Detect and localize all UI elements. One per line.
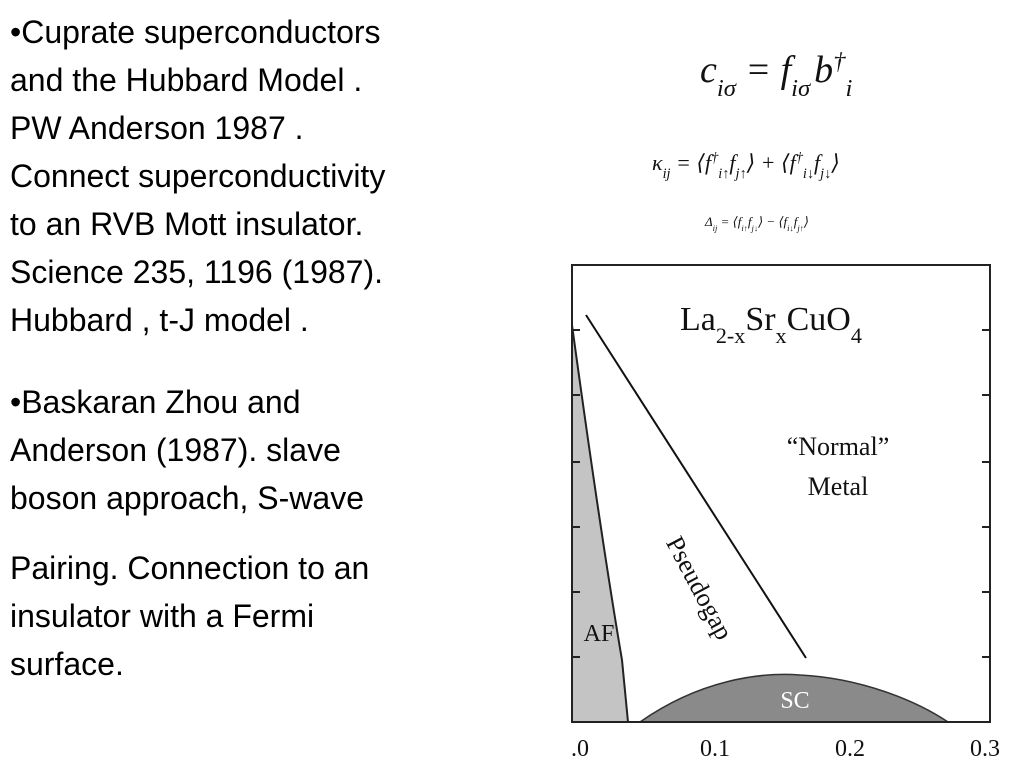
- equation: κij = ⟨f†i↑fj↑⟩ + ⟨f†i↓fj↓⟩: [652, 150, 840, 182]
- phase-diagram: La2-xSrxCuO4 “Normal” Metal Pseudogap AF…: [571, 264, 1000, 762]
- text-line: Connect superconductivity: [10, 158, 385, 194]
- eq-part: f: [814, 150, 823, 175]
- sc-dome: [637, 673, 951, 723]
- compound-label: La2-xSrxCuO4: [680, 301, 862, 348]
- eq-part: f: [794, 214, 800, 229]
- eq-part: Δ: [704, 214, 713, 229]
- eq-part: ⟩ + ⟨f: [746, 150, 799, 175]
- text-line: Hubbard , t-J model .: [10, 302, 309, 338]
- equation: ciσ = fiσ b†i: [700, 48, 853, 102]
- eq-part: ⟩: [803, 214, 809, 229]
- formula-part: Sr: [745, 301, 776, 338]
- eq-part: †: [796, 150, 804, 166]
- eq-part: = ⟨f: [671, 150, 714, 175]
- eq-part: ⟩ − ⟨f: [757, 214, 789, 229]
- eq-part: i↑: [741, 223, 748, 233]
- text-line: Pairing. Connection to an: [10, 550, 369, 586]
- x-tick-labels: .0 0.1 0.2 0.3: [571, 736, 1000, 762]
- text-line: Science 235, 1196 (1987).: [10, 254, 383, 290]
- eq-part: j↓: [818, 166, 831, 182]
- text-line: •Cuprate superconductors: [10, 14, 381, 50]
- x-tick-label: 0.2: [835, 736, 865, 762]
- eq-part: i↓: [787, 223, 794, 233]
- equation: Δij = ⟨fi↑fj↓⟩ − ⟨fi↓fj↑⟩: [704, 214, 809, 233]
- formula-part: 2-x: [716, 323, 745, 348]
- eq-part: ij: [663, 166, 671, 182]
- pseudogap-line: [585, 314, 807, 659]
- text-line: and the Hubbard Model .: [10, 62, 362, 98]
- eq-part: †: [711, 150, 719, 166]
- formula-part: x: [776, 323, 787, 348]
- eq-part: f: [729, 150, 738, 175]
- eq-part: ⟩: [830, 150, 840, 175]
- eq-part: i: [846, 75, 853, 102]
- text-column: •Cuprate superconductors and the Hubbard …: [10, 14, 385, 682]
- eq-part: f: [748, 214, 754, 229]
- eq-part: = ⟨f: [717, 214, 743, 229]
- eq-part: c: [700, 49, 717, 91]
- eq-part: i↓: [803, 166, 814, 182]
- x-tick-label: 0.1: [700, 736, 730, 762]
- text-line: insulator with a Fermi: [10, 598, 314, 634]
- text-line: to an RVB Mott insulator.: [10, 206, 363, 242]
- af-label: AF: [584, 621, 615, 647]
- frame: [571, 264, 991, 723]
- eq-part: i↑: [718, 166, 729, 182]
- eq-part: j↑: [733, 166, 746, 182]
- y-ticks: [572, 329, 990, 658]
- formula-part: 4: [851, 323, 862, 348]
- text-line: Anderson (1987). slave: [10, 432, 341, 468]
- normal-label: “Normal”: [787, 432, 890, 461]
- af-boundary: [571, 324, 629, 723]
- eq-part: b: [814, 49, 833, 91]
- text-line: PW Anderson 1987 .: [10, 110, 304, 146]
- eq-part: j↓: [751, 223, 759, 233]
- formula-part: CuO: [787, 301, 851, 338]
- eq-part: iσ: [791, 75, 811, 102]
- text-line: boson approach, S-wave: [10, 480, 364, 516]
- x-tick-label: 0.3: [970, 736, 1000, 762]
- eq-part: j↑: [796, 223, 804, 233]
- x-tick-label: .0: [571, 736, 589, 762]
- eq-part: ij: [713, 223, 718, 233]
- text-line: •Baskaran Zhou and: [10, 384, 301, 420]
- eq-part: †: [833, 48, 846, 75]
- eq-part: iσ: [717, 75, 737, 102]
- metal-label: Metal: [808, 472, 869, 501]
- eq-part: κ: [652, 150, 663, 175]
- pseudogap-label: Pseudogap: [660, 531, 739, 644]
- eq-part: = f: [736, 49, 796, 91]
- formula-part: La: [680, 301, 716, 338]
- text-line: surface.: [10, 646, 124, 682]
- sc-label: SC: [780, 688, 809, 714]
